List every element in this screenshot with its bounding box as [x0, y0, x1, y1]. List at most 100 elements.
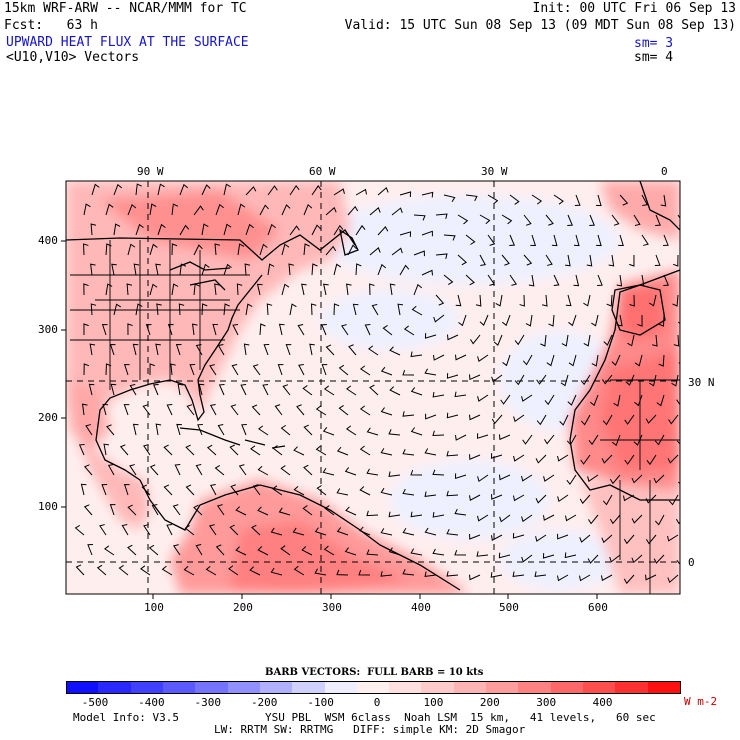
wind-barb [624, 414, 635, 425]
wind-barb [601, 454, 613, 464]
wind-barb [163, 444, 173, 456]
wind-barb [280, 465, 291, 476]
wind-barb [389, 386, 401, 396]
wind-barb [243, 343, 250, 356]
wind-barb [553, 194, 564, 205]
wind-barb [90, 223, 97, 236]
wind-barb [293, 446, 305, 456]
wind-barb [179, 224, 190, 236]
y-tick-400: 400 [38, 234, 58, 247]
colorbar-cell [130, 681, 164, 693]
wind-barb [281, 283, 290, 296]
vector-title: <U10,V10> Vectors [6, 50, 140, 65]
wind-barb [161, 565, 173, 576]
colorbar-cell [227, 681, 261, 693]
wind-barb [611, 354, 621, 366]
wind-barb [270, 527, 283, 536]
wind-barb [388, 511, 401, 518]
wind-barb [579, 534, 591, 543]
wind-barb [454, 391, 467, 398]
wind-barb [259, 243, 268, 256]
wind-barb [323, 385, 335, 396]
wind-barb [218, 384, 225, 396]
wind-barb [580, 414, 591, 426]
wind-barb [193, 504, 203, 516]
wind-barb [111, 263, 117, 276]
wind-barb [186, 404, 195, 416]
colorbar-cell [98, 681, 132, 693]
wind-barb [206, 444, 217, 456]
wind-barb [338, 364, 349, 376]
wind-barb [629, 254, 635, 267]
wind-barb [311, 185, 322, 196]
wind-barb [297, 324, 305, 336]
wind-barb [470, 334, 481, 345]
wind-barb [513, 414, 525, 423]
wind-barb [637, 314, 643, 327]
wind-barb [389, 283, 396, 296]
wind-barb [619, 194, 629, 206]
wind-barb [645, 414, 657, 424]
wind-barb [149, 464, 159, 476]
wind-barb [336, 488, 349, 496]
wind-barb [609, 474, 621, 485]
wind-barb [606, 294, 613, 307]
colorbar-label: 100 [423, 696, 444, 709]
wind-barb [230, 404, 239, 416]
wind-barb [402, 569, 415, 576]
wind-barb [536, 414, 547, 426]
wind-barb [156, 303, 162, 316]
wind-barb [223, 183, 231, 196]
wind-barb [446, 412, 459, 419]
wind-barb [149, 363, 155, 376]
wind-barb [236, 283, 243, 296]
wind-barb [109, 344, 116, 356]
wind-barb [366, 549, 379, 556]
wind-barb [649, 294, 657, 307]
wind-barb [257, 546, 269, 556]
wind-barb [249, 566, 261, 576]
wind-barb [566, 434, 577, 446]
colorbar-cell [259, 681, 293, 693]
y-tick-100: 100 [38, 500, 58, 513]
wind-barb [104, 545, 115, 556]
wind-barb [521, 514, 533, 523]
wind-barb [546, 354, 555, 367]
wind-barb [321, 364, 328, 376]
wind-barb [336, 569, 349, 576]
wind-barb [523, 214, 532, 226]
wind-barb [90, 303, 97, 316]
wind-barb [270, 567, 283, 576]
wind-barb [293, 565, 305, 576]
wind-barb [553, 274, 560, 287]
wind-barb [446, 373, 459, 379]
colorbar-cell [66, 681, 99, 693]
wind-barb [302, 505, 313, 516]
colorbar-cell [518, 681, 552, 693]
wind-barb [193, 283, 200, 296]
wind-barb [535, 534, 547, 542]
wind-barb [99, 524, 107, 536]
wind-barb [612, 434, 621, 447]
wind-barb [83, 323, 89, 336]
wind-barb [424, 368, 437, 376]
wind-barb [110, 383, 117, 396]
wind-barb [631, 514, 643, 524]
wind-barb [542, 294, 548, 307]
wind-barb [214, 243, 221, 256]
wind-barb [495, 294, 503, 307]
wind-barb [179, 183, 189, 196]
wind-barb [455, 473, 467, 480]
wind-barb [672, 254, 679, 267]
wind-barb [649, 374, 657, 387]
wind-barb [645, 494, 657, 504]
wind-barb [522, 354, 533, 366]
wind-barb [498, 552, 511, 559]
wind-barb [671, 374, 679, 387]
wind-barb [435, 213, 448, 220]
wind-barb [195, 344, 203, 356]
wind-barb [303, 424, 313, 436]
smoothing-vectors: sm= 4 [634, 50, 674, 65]
wind-barb [457, 214, 469, 225]
wind-barb [579, 574, 591, 582]
